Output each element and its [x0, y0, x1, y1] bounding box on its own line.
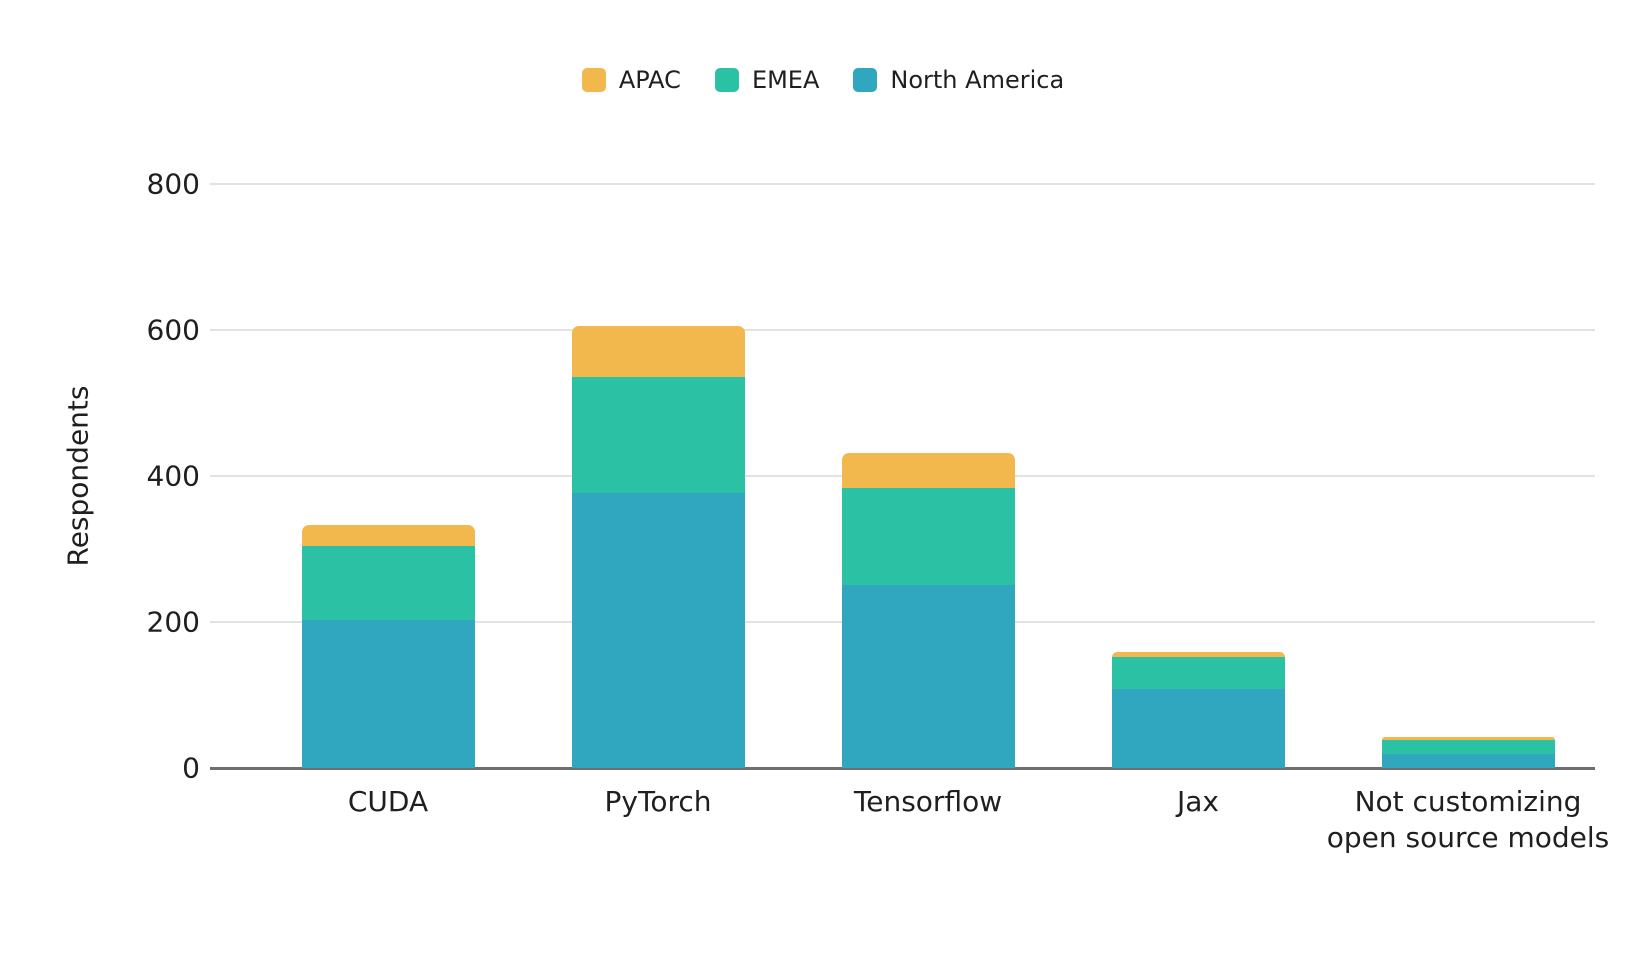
- bar-segment-north-america-not-customizing: [1381, 754, 1555, 768]
- bar-segment-emea-cuda: [301, 546, 475, 620]
- x-axis-line: [210, 767, 1595, 770]
- y-tick-label: 600: [146, 313, 200, 347]
- x-tick-label: PyTorch: [604, 785, 712, 818]
- chart-legend: APAC EMEA North America: [0, 66, 1646, 94]
- bar-segment-north-america-pytorch: [571, 492, 745, 768]
- bar-segment-apac-cuda: [301, 524, 475, 547]
- bar-segment-north-america-jax: [1111, 689, 1285, 768]
- bar-segment-north-america-tensorflow: [841, 584, 1015, 768]
- legend-label: APAC: [618, 66, 681, 94]
- y-tick-label: 0: [182, 751, 200, 785]
- legend-label: EMEA: [751, 66, 820, 94]
- x-tick-label: CUDA: [347, 785, 429, 818]
- legend-swatch-icon: [853, 68, 878, 92]
- bar-segment-emea-tensorflow: [841, 487, 1015, 585]
- bar-segment-apac-pytorch: [571, 325, 745, 377]
- gridline: [210, 329, 1595, 331]
- bar-segment-apac-not-customizing: [1381, 737, 1555, 741]
- legend-item-emea: EMEA: [714, 66, 820, 94]
- y-tick-label: 200: [146, 605, 200, 639]
- legend-swatch-icon: [581, 68, 606, 92]
- bar-segment-north-america-cuda: [301, 619, 475, 768]
- x-tick-label: Jax: [1177, 785, 1219, 818]
- bar-segment-emea-pytorch: [571, 376, 745, 493]
- legend-label: North America: [890, 66, 1065, 94]
- bar-segment-emea-jax: [1111, 657, 1285, 690]
- legend-item-north-america: North America: [853, 66, 1064, 94]
- x-tick-label: Not customizing open source models: [1326, 785, 1610, 855]
- y-tick-label: 400: [146, 459, 200, 493]
- x-tick-label: Tensorflow: [853, 785, 1003, 818]
- gridline: [210, 183, 1595, 185]
- bar-segment-apac-tensorflow: [841, 452, 1015, 488]
- legend-item-apac: APAC: [581, 66, 681, 94]
- bar-segment-apac-jax: [1111, 651, 1285, 658]
- legend-swatch-icon: [714, 68, 739, 92]
- bar-segment-emea-not-customizing: [1381, 740, 1555, 755]
- y-tick-label: 800: [146, 167, 200, 201]
